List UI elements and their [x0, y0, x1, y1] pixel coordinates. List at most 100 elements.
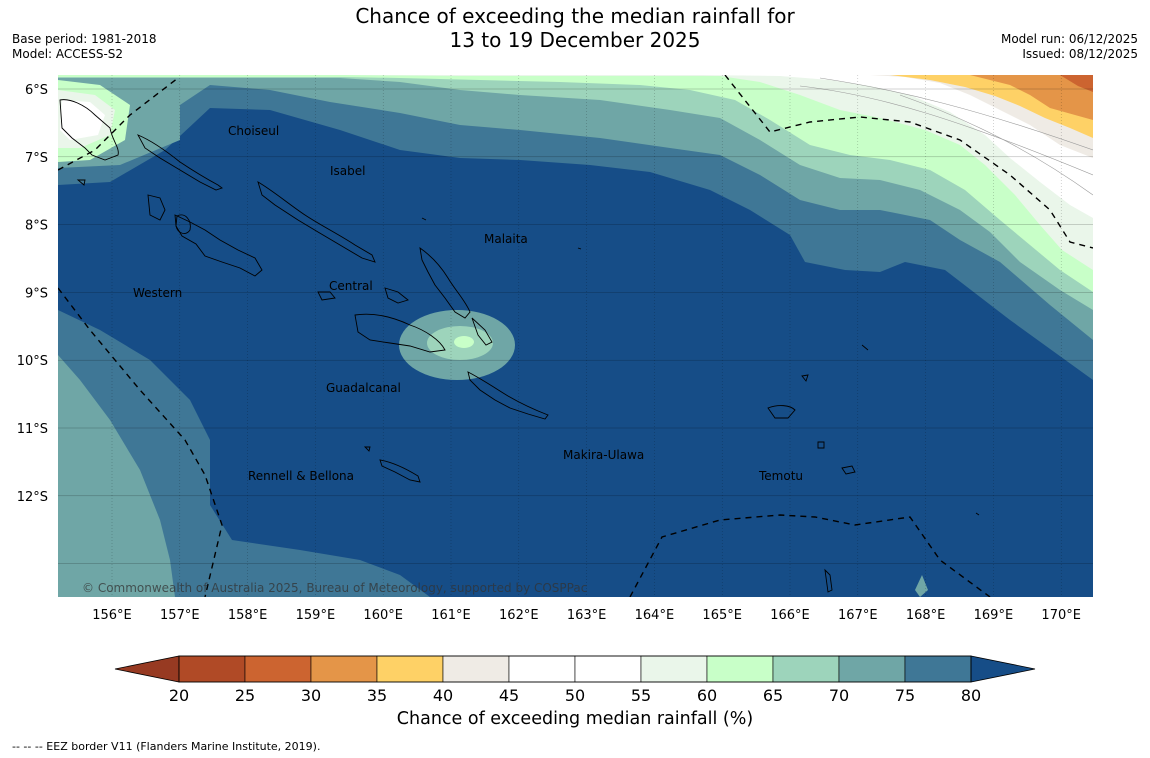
- chart-title-line1: Chance of exceeding the median rainfall …: [355, 4, 795, 28]
- lon-label: 160°E: [363, 608, 403, 623]
- lat-label: 9°S: [25, 286, 48, 301]
- lon-label: 156°E: [92, 608, 132, 623]
- meta-left: Base period: 1981-2018 Model: ACCESS-S2: [12, 32, 157, 62]
- coast-kolombangara: [175, 214, 191, 234]
- colorbar-title: Chance of exceeding median rainfall (%): [396, 709, 754, 729]
- colorbar-tick-label: 25: [234, 686, 256, 705]
- colorbar-tick-label: 75: [894, 686, 916, 705]
- lat-label: 8°S: [25, 219, 48, 234]
- colorbar-tick-label: 50: [564, 686, 586, 705]
- footer-note: -- -- -- EEZ border V11 (Flanders Marine…: [12, 740, 321, 753]
- contour-50: [700, 75, 1093, 218]
- colorbar-segment: [508, 655, 576, 683]
- coast-vanikoro: [841, 465, 856, 475]
- coast-isabel: [257, 181, 376, 263]
- coast-sikaiana: [577, 247, 582, 250]
- label-central: Central: [329, 279, 373, 293]
- colorbar-tick-label: 40: [432, 686, 454, 705]
- coast-choiseul: [137, 134, 223, 191]
- coast-small-malaita: [471, 317, 493, 346]
- label-western: Western: [133, 286, 182, 300]
- colorbar-frame: [178, 655, 972, 683]
- colorbar-segment: [442, 655, 510, 683]
- coast-utupua: [817, 441, 825, 449]
- lat-labels: 6°S 7°S 8°S 9°S 10°S 11°S 12°S: [17, 83, 48, 505]
- contour-60: [58, 75, 1093, 292]
- lon-label: 170°E: [1041, 608, 1081, 623]
- contour-55: [345, 75, 1093, 270]
- coast-santa-cruz: [767, 405, 796, 419]
- coast-reef-is: [801, 374, 809, 382]
- coast-new-georgia: [174, 214, 263, 277]
- lon-label: 167°E: [838, 608, 878, 623]
- lat-label: 7°S: [25, 151, 48, 166]
- graticule: [58, 75, 1093, 597]
- colorbar-tick-label: 55: [630, 686, 652, 705]
- colorbar-tick-label: 60: [696, 686, 718, 705]
- label-makira-ulawa: Makira-Ulawa: [563, 448, 644, 462]
- colorbar-tick-label: 35: [366, 686, 388, 705]
- coastlines: [59, 99, 980, 593]
- eez-borders: [58, 75, 1093, 597]
- colorbar-tick-label: 80: [960, 686, 982, 705]
- contour-central-60: [454, 336, 474, 348]
- coast-ontong: [421, 217, 427, 221]
- lon-label: 165°E: [702, 608, 742, 623]
- issued-date: Issued: 08/12/2025: [1022, 47, 1138, 61]
- contour-35: [970, 75, 1093, 120]
- lat-label: 10°S: [17, 354, 48, 369]
- coast-guadalcanal: [354, 313, 446, 353]
- coast-tikopia: [975, 512, 980, 516]
- model-name: Model: ACCESS-S2: [12, 47, 124, 61]
- colorbar-segment: [838, 655, 906, 683]
- lat-label: 11°S: [17, 422, 48, 437]
- lon-label: 157°E: [160, 608, 200, 623]
- lon-label: 161°E: [431, 608, 471, 623]
- colorbar-segment: [310, 655, 378, 683]
- coast-duff: [861, 344, 869, 351]
- eez-ne: [724, 75, 1093, 249]
- colorbar-tick-label: 45: [498, 686, 520, 705]
- colorbar: [114, 655, 1036, 683]
- colorbar-high-extend: [970, 655, 1036, 683]
- coast-makira: [467, 371, 549, 420]
- contour-30: [1060, 75, 1093, 92]
- lon-label: 164°E: [635, 608, 675, 623]
- meta-right: Model run: 06/12/2025 Issued: 08/12/2025: [1001, 32, 1138, 62]
- lon-label: 168°E: [906, 608, 946, 623]
- label-choiseul: Choiseul: [228, 124, 279, 138]
- base-period: Base period: 1981-2018: [12, 32, 157, 46]
- model-run: Model run: 06/12/2025: [1000, 32, 1138, 46]
- coast-bougainville-islet: [76, 179, 86, 186]
- region-labels: Choiseul Isabel Malaita Central Western …: [133, 124, 803, 483]
- colorbar-tick-label: 30: [300, 686, 322, 705]
- coast-malaita: [419, 247, 471, 319]
- lon-label: 158°E: [228, 608, 268, 623]
- label-rennell-bellona: Rennell & Bellona: [248, 469, 354, 483]
- colorbar-segment: [706, 655, 774, 683]
- label-temotu: Temotu: [758, 469, 803, 483]
- colorbar-segment: [178, 655, 246, 683]
- coast-rennell: [379, 459, 421, 483]
- contour-lines: [799, 77, 1093, 196]
- colorbar-segment: [376, 655, 444, 683]
- colorbar-tick-label: 65: [762, 686, 784, 705]
- coast-bougainville-tip: [59, 99, 119, 161]
- eez-nw: [58, 77, 179, 171]
- colorbar-tick-label: 20: [168, 686, 190, 705]
- coast-russell: [384, 287, 409, 304]
- chart-title-line2: 13 to 19 December 2025: [449, 28, 701, 52]
- contour-70-sw: [58, 355, 175, 597]
- eez-w: [58, 287, 223, 597]
- colorbar-segment: [244, 655, 312, 683]
- colorbar-tick-label: 70: [828, 686, 850, 705]
- colorbar-segment: [640, 655, 708, 683]
- lon-label: 169°E: [974, 608, 1014, 623]
- label-isabel: Isabel: [330, 164, 365, 178]
- colorbar-segment: [772, 655, 840, 683]
- lon-labels: 156°E 157°E 158°E 159°E 160°E 161°E 162°E 163°E…: [92, 608, 1081, 623]
- lat-label: 6°S: [25, 83, 48, 98]
- colorbar-low-extend: [114, 655, 180, 683]
- contour-nw-50: [60, 100, 105, 140]
